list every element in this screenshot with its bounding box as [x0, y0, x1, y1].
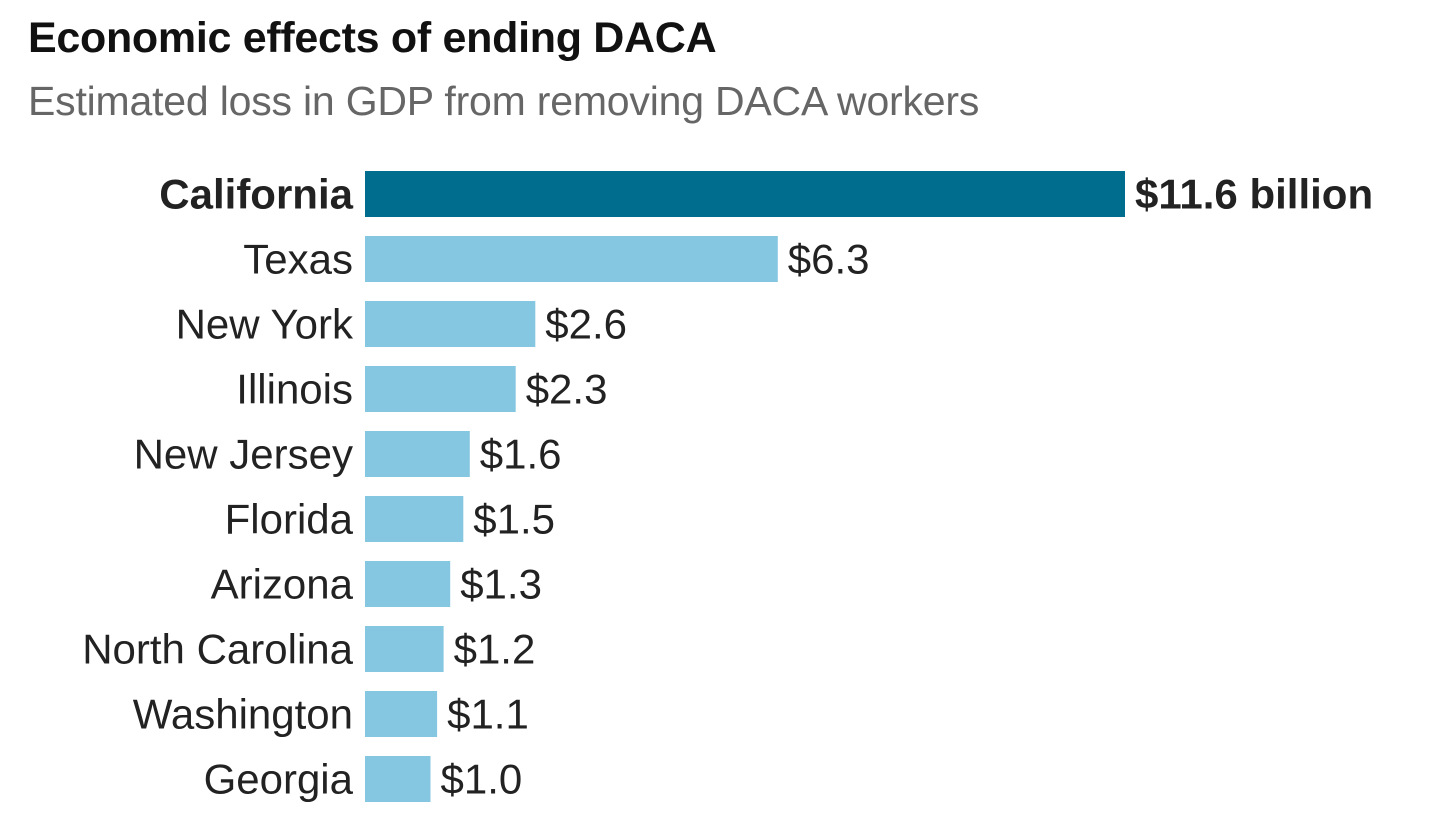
value-label-georgia: $1.0 [441, 756, 523, 803]
bar-texas [365, 236, 778, 282]
category-label-new-jersey: New Jersey [134, 431, 353, 478]
category-labels-group: California Texas New York Illinois New Jerse… [82, 171, 354, 803]
bar-georgia [365, 756, 431, 802]
category-label-new-york: New York [176, 301, 354, 348]
category-label-georgia: Georgia [204, 756, 354, 803]
value-label-texas: $6.3 [788, 236, 870, 283]
value-labels-group: $11.6 billion $6.3 $2.6 $2.3 $1.6 $1.5 $1.3 $1.… [441, 171, 1374, 803]
category-label-washington: Washington [133, 691, 353, 738]
bar-california [365, 171, 1125, 217]
bar-new-jersey [365, 431, 470, 477]
chart-subtitle: Estimated loss in GDP from removing DACA… [28, 78, 980, 124]
bars-group [365, 171, 1125, 802]
category-label-illinois: Illinois [236, 366, 353, 413]
value-label-arizona: $1.3 [460, 561, 542, 608]
value-label-new-jersey: $1.6 [480, 431, 562, 478]
category-label-texas: Texas [243, 236, 353, 283]
category-label-california: California [159, 171, 353, 218]
bar-north-carolina [365, 626, 444, 672]
value-label-illinois: $2.3 [526, 366, 608, 413]
category-label-north-carolina: North Carolina [82, 626, 353, 673]
category-label-arizona: Arizona [211, 561, 354, 608]
bar-arizona [365, 561, 451, 607]
value-label-washington: $1.1 [447, 691, 529, 738]
bar-new-york [365, 301, 536, 347]
value-label-florida: $1.5 [473, 496, 555, 543]
category-label-florida: Florida [225, 496, 354, 543]
chart-title: Economic effects of ending DACA [28, 14, 717, 62]
value-label-new-york: $2.6 [545, 301, 627, 348]
value-label-california: $11.6 billion [1135, 171, 1373, 218]
bar-florida [365, 496, 464, 542]
bar-washington [365, 691, 438, 737]
value-label-north-carolina: $1.2 [454, 626, 536, 673]
bar-illinois [365, 366, 516, 412]
